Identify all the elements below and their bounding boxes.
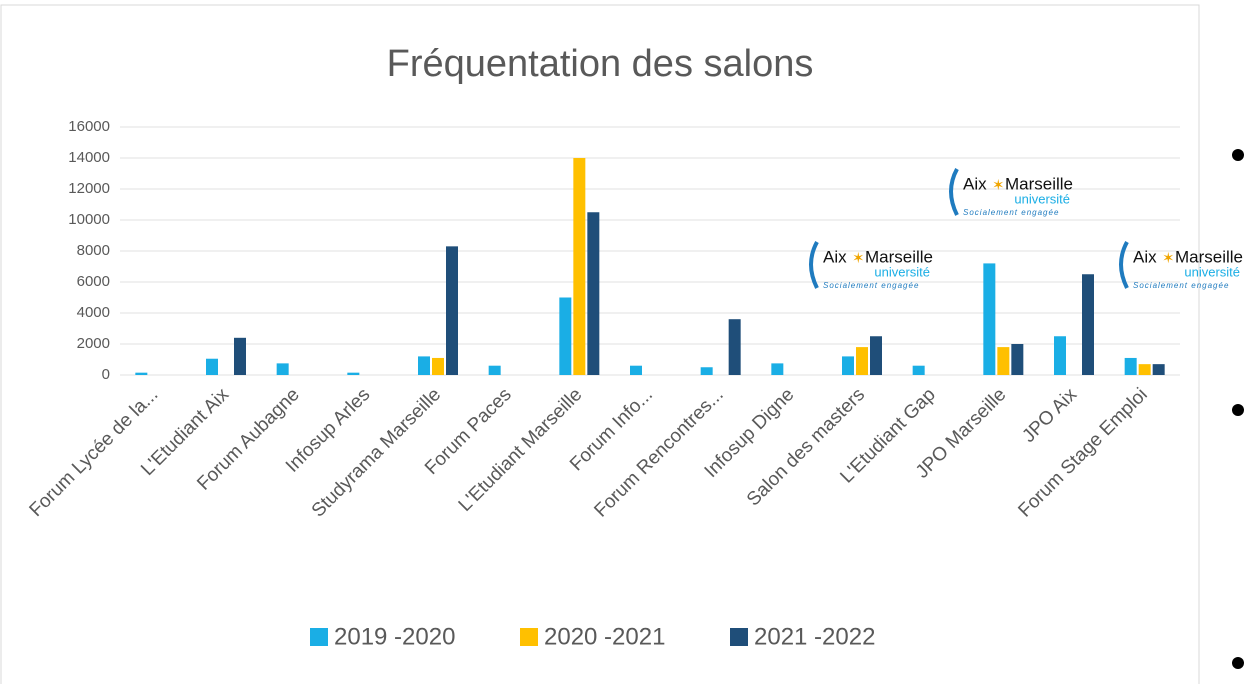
- logo-sub: université: [874, 264, 930, 279]
- bar: [1011, 344, 1024, 375]
- bar: [1082, 274, 1094, 375]
- legend-swatch: [520, 628, 538, 646]
- bar: [587, 212, 600, 375]
- legend-label: 2019 -2020: [334, 623, 455, 650]
- logo-bracket: [1119, 241, 1129, 289]
- logo-tagline: Socialement engagée: [963, 208, 1059, 217]
- y-tick-label: 12000: [68, 180, 110, 197]
- bar: [700, 367, 713, 375]
- legend-label: 2020 -2021: [544, 623, 665, 650]
- logo-star: ✶: [852, 250, 865, 267]
- bar: [559, 297, 572, 375]
- bar: [1124, 357, 1137, 375]
- bar: [912, 365, 925, 375]
- bar: [1152, 364, 1165, 375]
- logo-brand: Marseille: [865, 247, 933, 266]
- logo-sub: université: [1184, 264, 1240, 279]
- logo-star: ✶: [992, 177, 1005, 194]
- logo-sub: université: [1014, 191, 1070, 206]
- bar: [771, 363, 784, 375]
- bar: [870, 336, 882, 375]
- bar: [997, 347, 1010, 375]
- logo-tagline: Socialement engagée: [1133, 281, 1229, 290]
- logo-brand: Aix: [823, 247, 847, 266]
- logo-brand: Aix: [963, 174, 987, 193]
- y-tick-label: 2000: [77, 335, 110, 352]
- logo-brand: Aix: [1133, 247, 1157, 266]
- bullet: [1232, 657, 1244, 669]
- logo-star: ✶: [1162, 250, 1175, 267]
- bar: [234, 337, 246, 375]
- y-tick-label: 8000: [77, 242, 110, 259]
- logo-bracket: [809, 241, 819, 289]
- logo-brand: Marseille: [1175, 247, 1243, 266]
- bar: [630, 365, 642, 375]
- bar: [206, 358, 218, 375]
- bullet: [1232, 149, 1244, 161]
- logo-tagline: Socialement engagée: [823, 281, 919, 290]
- y-tick-label: 6000: [77, 273, 110, 290]
- bar: [856, 347, 868, 375]
- bar: [276, 363, 289, 375]
- bar: [842, 356, 854, 375]
- legend-swatch: [730, 628, 748, 646]
- bar: [1054, 336, 1066, 375]
- y-tick-label: 0: [102, 366, 110, 383]
- bar: [983, 263, 996, 375]
- y-tick-label: 4000: [77, 304, 110, 321]
- logo-bracket: [949, 168, 959, 216]
- bar: [1138, 364, 1151, 375]
- bullet: [1232, 404, 1244, 416]
- bar: [728, 319, 741, 375]
- chart-title: Fréquentation des salons: [387, 43, 814, 85]
- legend-swatch: [310, 628, 328, 646]
- y-tick-label: 10000: [68, 211, 110, 228]
- y-tick-label: 16000: [68, 118, 110, 135]
- legend-label: 2021 -2022: [754, 623, 875, 650]
- bar: [418, 356, 430, 375]
- bar: [573, 158, 586, 375]
- logo-brand: Marseille: [1005, 174, 1073, 193]
- bar: [135, 372, 148, 375]
- bar: [432, 357, 444, 375]
- bar: [446, 246, 458, 375]
- y-tick-label: 14000: [68, 149, 110, 166]
- bar: [488, 365, 501, 375]
- bar: [347, 372, 360, 375]
